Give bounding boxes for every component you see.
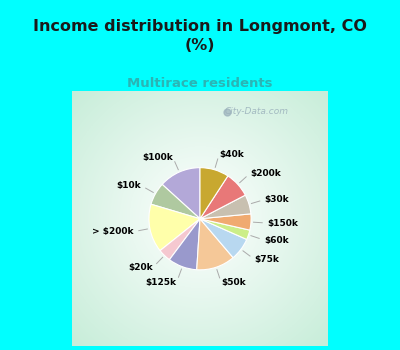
Text: $50k: $50k xyxy=(221,278,246,287)
Text: $100k: $100k xyxy=(142,153,173,162)
Wedge shape xyxy=(200,219,250,239)
Wedge shape xyxy=(151,184,200,219)
Text: Multirace residents: Multirace residents xyxy=(127,77,273,90)
Text: $150k: $150k xyxy=(267,218,298,228)
Wedge shape xyxy=(162,168,200,219)
Text: > $200k: > $200k xyxy=(92,227,134,236)
Wedge shape xyxy=(170,219,200,270)
Text: $125k: $125k xyxy=(146,278,177,287)
Text: $10k: $10k xyxy=(117,181,141,190)
Text: Income distribution in Longmont, CO
(%): Income distribution in Longmont, CO (%) xyxy=(33,19,367,52)
Text: $40k: $40k xyxy=(219,149,244,159)
Wedge shape xyxy=(197,219,233,270)
Wedge shape xyxy=(200,176,245,219)
Wedge shape xyxy=(200,195,251,219)
Wedge shape xyxy=(149,204,200,251)
Text: $20k: $20k xyxy=(128,263,153,272)
Text: City-Data.com: City-Data.com xyxy=(224,107,288,116)
Text: $75k: $75k xyxy=(254,254,279,264)
Wedge shape xyxy=(160,219,200,260)
Text: $60k: $60k xyxy=(264,236,289,245)
Text: $200k: $200k xyxy=(250,169,281,178)
Wedge shape xyxy=(200,214,251,230)
Wedge shape xyxy=(200,219,247,258)
Wedge shape xyxy=(200,168,228,219)
Text: $30k: $30k xyxy=(265,195,289,204)
